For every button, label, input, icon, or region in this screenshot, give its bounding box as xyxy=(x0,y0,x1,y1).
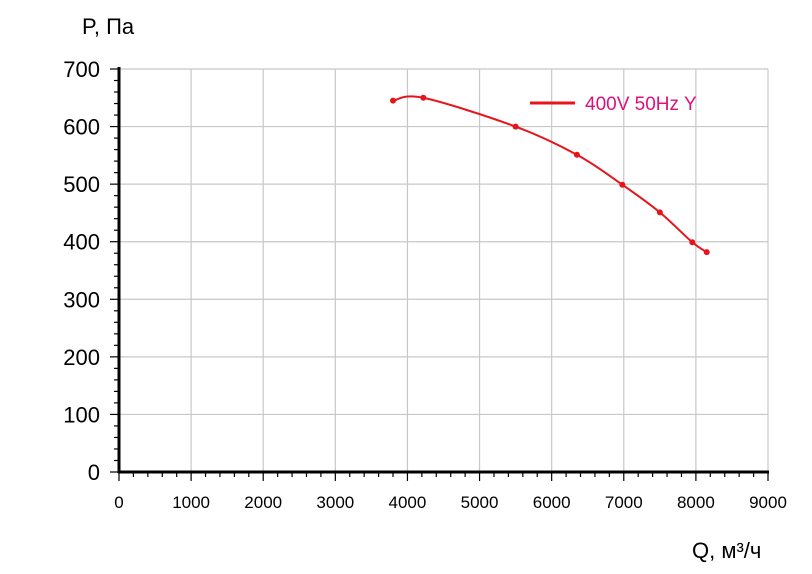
data-point xyxy=(420,94,427,101)
x-tick-label: 6000 xyxy=(533,493,571,512)
x-tick-label: 3000 xyxy=(316,493,354,512)
x-tick-label: 2000 xyxy=(244,493,282,512)
data-point xyxy=(656,209,663,216)
y-tick-labels: 0 100 200 300 400 500 600 700 xyxy=(63,57,100,485)
y-tick-label: 0 xyxy=(88,460,100,485)
data-point xyxy=(689,239,696,246)
y-tick-label: 300 xyxy=(63,287,100,312)
x-tick-label: 5000 xyxy=(461,493,499,512)
series xyxy=(390,94,710,256)
x-tick-label: 1000 xyxy=(172,493,210,512)
x-tick-label: 4000 xyxy=(389,493,427,512)
y-tick-label: 500 xyxy=(63,172,100,197)
y-tick-label: 100 xyxy=(63,402,100,427)
grid xyxy=(119,68,769,472)
x-tick-label: 0 xyxy=(114,493,123,512)
x-axis-title: Q, м³/ч xyxy=(692,538,761,563)
x-tick-label: 8000 xyxy=(677,493,715,512)
x-tick-labels: 0 1000 2000 3000 4000 5000 6000 7000 8000 9000 xyxy=(114,493,787,512)
legend-label: 400V 50Hz Y xyxy=(585,94,697,115)
y-tick-label: 200 xyxy=(63,345,100,370)
data-point xyxy=(703,249,710,256)
axes xyxy=(110,67,769,481)
x-tick-label: 7000 xyxy=(605,493,643,512)
data-point xyxy=(619,181,626,188)
y-axis-title: P, Па xyxy=(82,14,135,39)
y-tick-label: 600 xyxy=(63,115,100,140)
legend: 400V 50Hz Y xyxy=(530,94,697,115)
series-line xyxy=(392,95,708,253)
data-point xyxy=(573,151,580,158)
y-tick-label: 700 xyxy=(63,57,100,82)
x-tick-label: 9000 xyxy=(749,493,787,512)
data-point xyxy=(390,97,397,104)
data-point xyxy=(512,123,519,130)
y-tick-label: 400 xyxy=(63,230,100,255)
